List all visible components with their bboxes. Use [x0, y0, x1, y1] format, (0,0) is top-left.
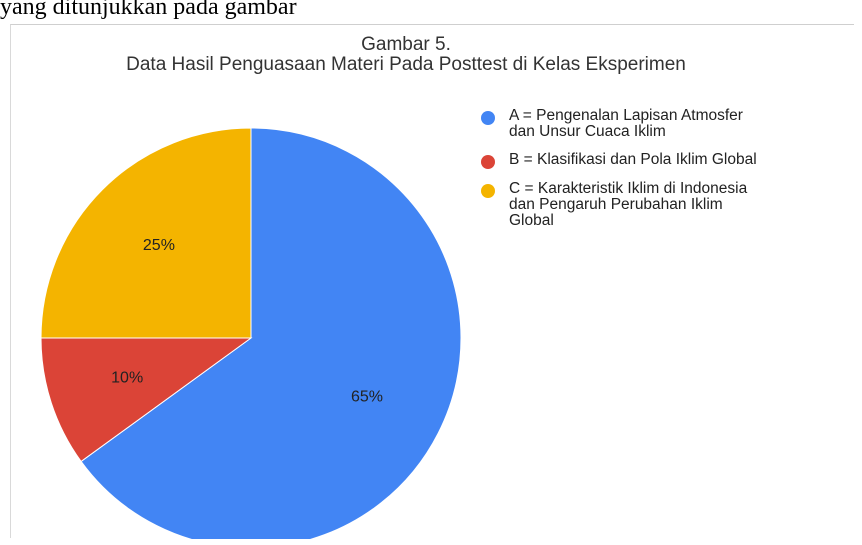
- legend-item-a: A = Pengenalan Lapisan Atmosfer dan Unsu…: [481, 108, 851, 140]
- legend-label-a: A = Pengenalan Lapisan Atmosfer dan Unsu…: [509, 107, 743, 140]
- pie-slice-b: [40, 337, 253, 463]
- pie-chart: 65% 10% 25%: [40, 127, 462, 539]
- pie-slice-label-b: 10%: [111, 369, 143, 386]
- pie-slice-c: [40, 127, 252, 339]
- chart-subtitle: Data Hasil Penguasaan Materi Pada Postte…: [126, 54, 686, 75]
- pie-slice-label-a: 65%: [351, 388, 383, 405]
- legend-item-c: C = Karakteristik Iklim di Indonesia dan…: [481, 181, 851, 229]
- document-text-fragment: yang ditunjukkan pada gambar: [0, 0, 297, 20]
- legend-marker-b: [481, 155, 495, 169]
- chart-legend: A = Pengenalan Lapisan Atmosfer dan Unsu…: [481, 108, 851, 241]
- legend-marker-a: [481, 111, 495, 125]
- legend-label-c: C = Karakteristik Iklim di Indonesia dan…: [509, 180, 748, 229]
- chart-title: Gambar 5.: [361, 34, 451, 55]
- legend-marker-c: [481, 184, 495, 198]
- pie-slice-a: [80, 127, 462, 539]
- pie-slice-label-c: 25%: [143, 237, 175, 254]
- legend-label-b: B = Klasifikasi dan Pola Iklim Global: [509, 151, 757, 168]
- chart-container: Gambar 5. Data Hasil Penguasaan Materi P…: [10, 24, 854, 539]
- chart-title-area: Gambar 5. Data Hasil Penguasaan Materi P…: [11, 35, 801, 75]
- legend-item-b: B = Klasifikasi dan Pola Iklim Global: [481, 152, 851, 169]
